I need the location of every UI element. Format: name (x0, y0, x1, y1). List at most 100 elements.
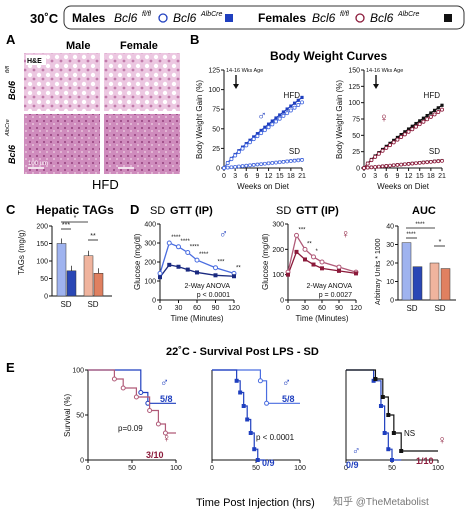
surv2-cre-line-point (234, 378, 239, 383)
survival-chart-3: 0 50 100 NS ♂ 0/9 ♀ 1/10 (344, 369, 447, 472)
gtt-ff-point (185, 250, 191, 255)
panel-b-letter: B (190, 32, 199, 47)
survival-chart-2: 0 50 100 ♂ 5/8 p < 0.0001 0/9 (210, 369, 306, 472)
auc-title: AUC (412, 205, 436, 217)
sd-ff-point (251, 163, 256, 167)
gtt-anova: 2-Way ANOVA (184, 283, 230, 290)
sd-label: SD (289, 147, 300, 156)
gtt-cre-point (176, 264, 181, 269)
hfd-cre-point (292, 101, 297, 105)
hfd-ff-line (363, 109, 443, 169)
surv1-female-icon: ♀ (162, 431, 171, 445)
sex-symbol-icon: ♂ (219, 227, 228, 241)
x-tick-label: 15 (276, 173, 284, 180)
surv2-cre-line-point (252, 447, 257, 452)
sd-ff-point (292, 158, 297, 163)
x-tick-label: 60 (318, 305, 326, 312)
sd-ff-point (425, 160, 430, 165)
x-tick-label: 90 (335, 305, 343, 312)
y-tick-label: 100 (36, 259, 48, 266)
sd-ff-point (432, 159, 437, 164)
hfd-ff-point (273, 119, 278, 124)
hfd-ff-point (376, 151, 381, 156)
gtt-ff-point (294, 232, 299, 238)
tag-sig-2: * (74, 215, 77, 222)
col-male-label: Male (66, 40, 90, 52)
x-tick-label: 3 (233, 173, 237, 180)
y-tick-label: 100 (144, 279, 156, 286)
male-symbol-icon: ♂ (257, 108, 267, 123)
gtt-pvalue: p < 0.0001 (197, 292, 230, 299)
temperature-label: 30˚C (30, 11, 59, 26)
auc-bar (429, 262, 440, 301)
hfd-cre-point (274, 116, 278, 120)
legend-cre-female: Bcl6 (370, 11, 394, 25)
survival-ylabel: Survival (%) (63, 394, 72, 437)
y-tick-label: 125 (348, 84, 360, 91)
gtt-male-sd: SD (150, 205, 165, 217)
gtt-xlabel: Time (Minutes) (295, 314, 348, 323)
hfd-cre-point (399, 133, 403, 137)
x-tick-label: 18 (427, 173, 435, 180)
x-tick-label: 6 (384, 173, 388, 180)
hfd-ff-line (223, 101, 303, 169)
sd-ff-point (410, 161, 415, 166)
sd-ff-point (285, 159, 290, 164)
sex-symbol-icon: ♀ (341, 227, 350, 241)
bw-annotation: 14-16 Wks Age (226, 68, 263, 74)
hfd-ff-point (262, 128, 267, 133)
x-tick-label: 30 (175, 305, 183, 312)
y-tick-label: 50 (76, 413, 84, 420)
gtt-sig: *** (299, 227, 307, 233)
panel-a-letter: A (6, 32, 16, 47)
gtt-cre-point (303, 257, 307, 262)
surv3-female-line (346, 369, 438, 452)
sd-ff-point (380, 164, 385, 169)
sd-ff-point (262, 161, 267, 166)
tag-bar (93, 273, 104, 297)
legend-cre-male: Bcl6 (173, 11, 197, 25)
sd-ff-point (255, 162, 260, 167)
gtt-xlabel: Time (Minutes) (170, 314, 223, 323)
hfd-cre-point (425, 113, 429, 118)
hfd-ff-point (236, 149, 241, 154)
svg-text:AlbCre: AlbCre (200, 11, 223, 18)
y-tick-label: 20 (386, 261, 394, 268)
y-tick-label: 150 (348, 68, 360, 75)
x-tick-label: 50 (388, 465, 396, 472)
gtt-ff-point (213, 265, 218, 271)
histology-male-cre (24, 114, 100, 174)
gtt-cre-point (311, 262, 316, 267)
sd-ff-point (362, 166, 366, 170)
hfd-ff-point (365, 161, 370, 166)
x-tick-label: 90 (212, 305, 220, 312)
y-tick-label: 100 (208, 87, 220, 94)
sd-ff-point (233, 164, 238, 169)
legend-circle-male-icon (158, 13, 168, 23)
surv2-cre-line-point (245, 417, 250, 422)
hfd-cre-point (395, 135, 400, 140)
x-tick-label: 12 (405, 173, 413, 180)
sd-ff-point (281, 159, 286, 164)
x-tick-label: 9 (395, 173, 399, 180)
panel-d: D SD GTT (IP) SD GTT (IP) AUC 0100200300… (130, 202, 456, 323)
sd-ff-point (225, 165, 230, 170)
surv1-female-line-point (162, 430, 168, 436)
hfd-cre-point (410, 124, 414, 128)
tag-bar (83, 255, 94, 297)
hfd-ff-point (421, 119, 426, 124)
surv3-male-icon: ♂ (352, 445, 360, 457)
gtt-pvalue: p = 0.0027 (319, 292, 352, 299)
surv2-cre-line (212, 369, 265, 461)
y-tick-label: 0 (390, 298, 394, 305)
hfd-cre-point (281, 110, 286, 114)
y-tick-label: 100 (272, 272, 284, 279)
y-tick-label: 300 (144, 241, 156, 248)
sd-ff-point (236, 164, 241, 169)
y-tick-label: 0 (216, 166, 220, 173)
sd-ff-point (274, 160, 278, 165)
gtt-ff-point (194, 257, 200, 263)
